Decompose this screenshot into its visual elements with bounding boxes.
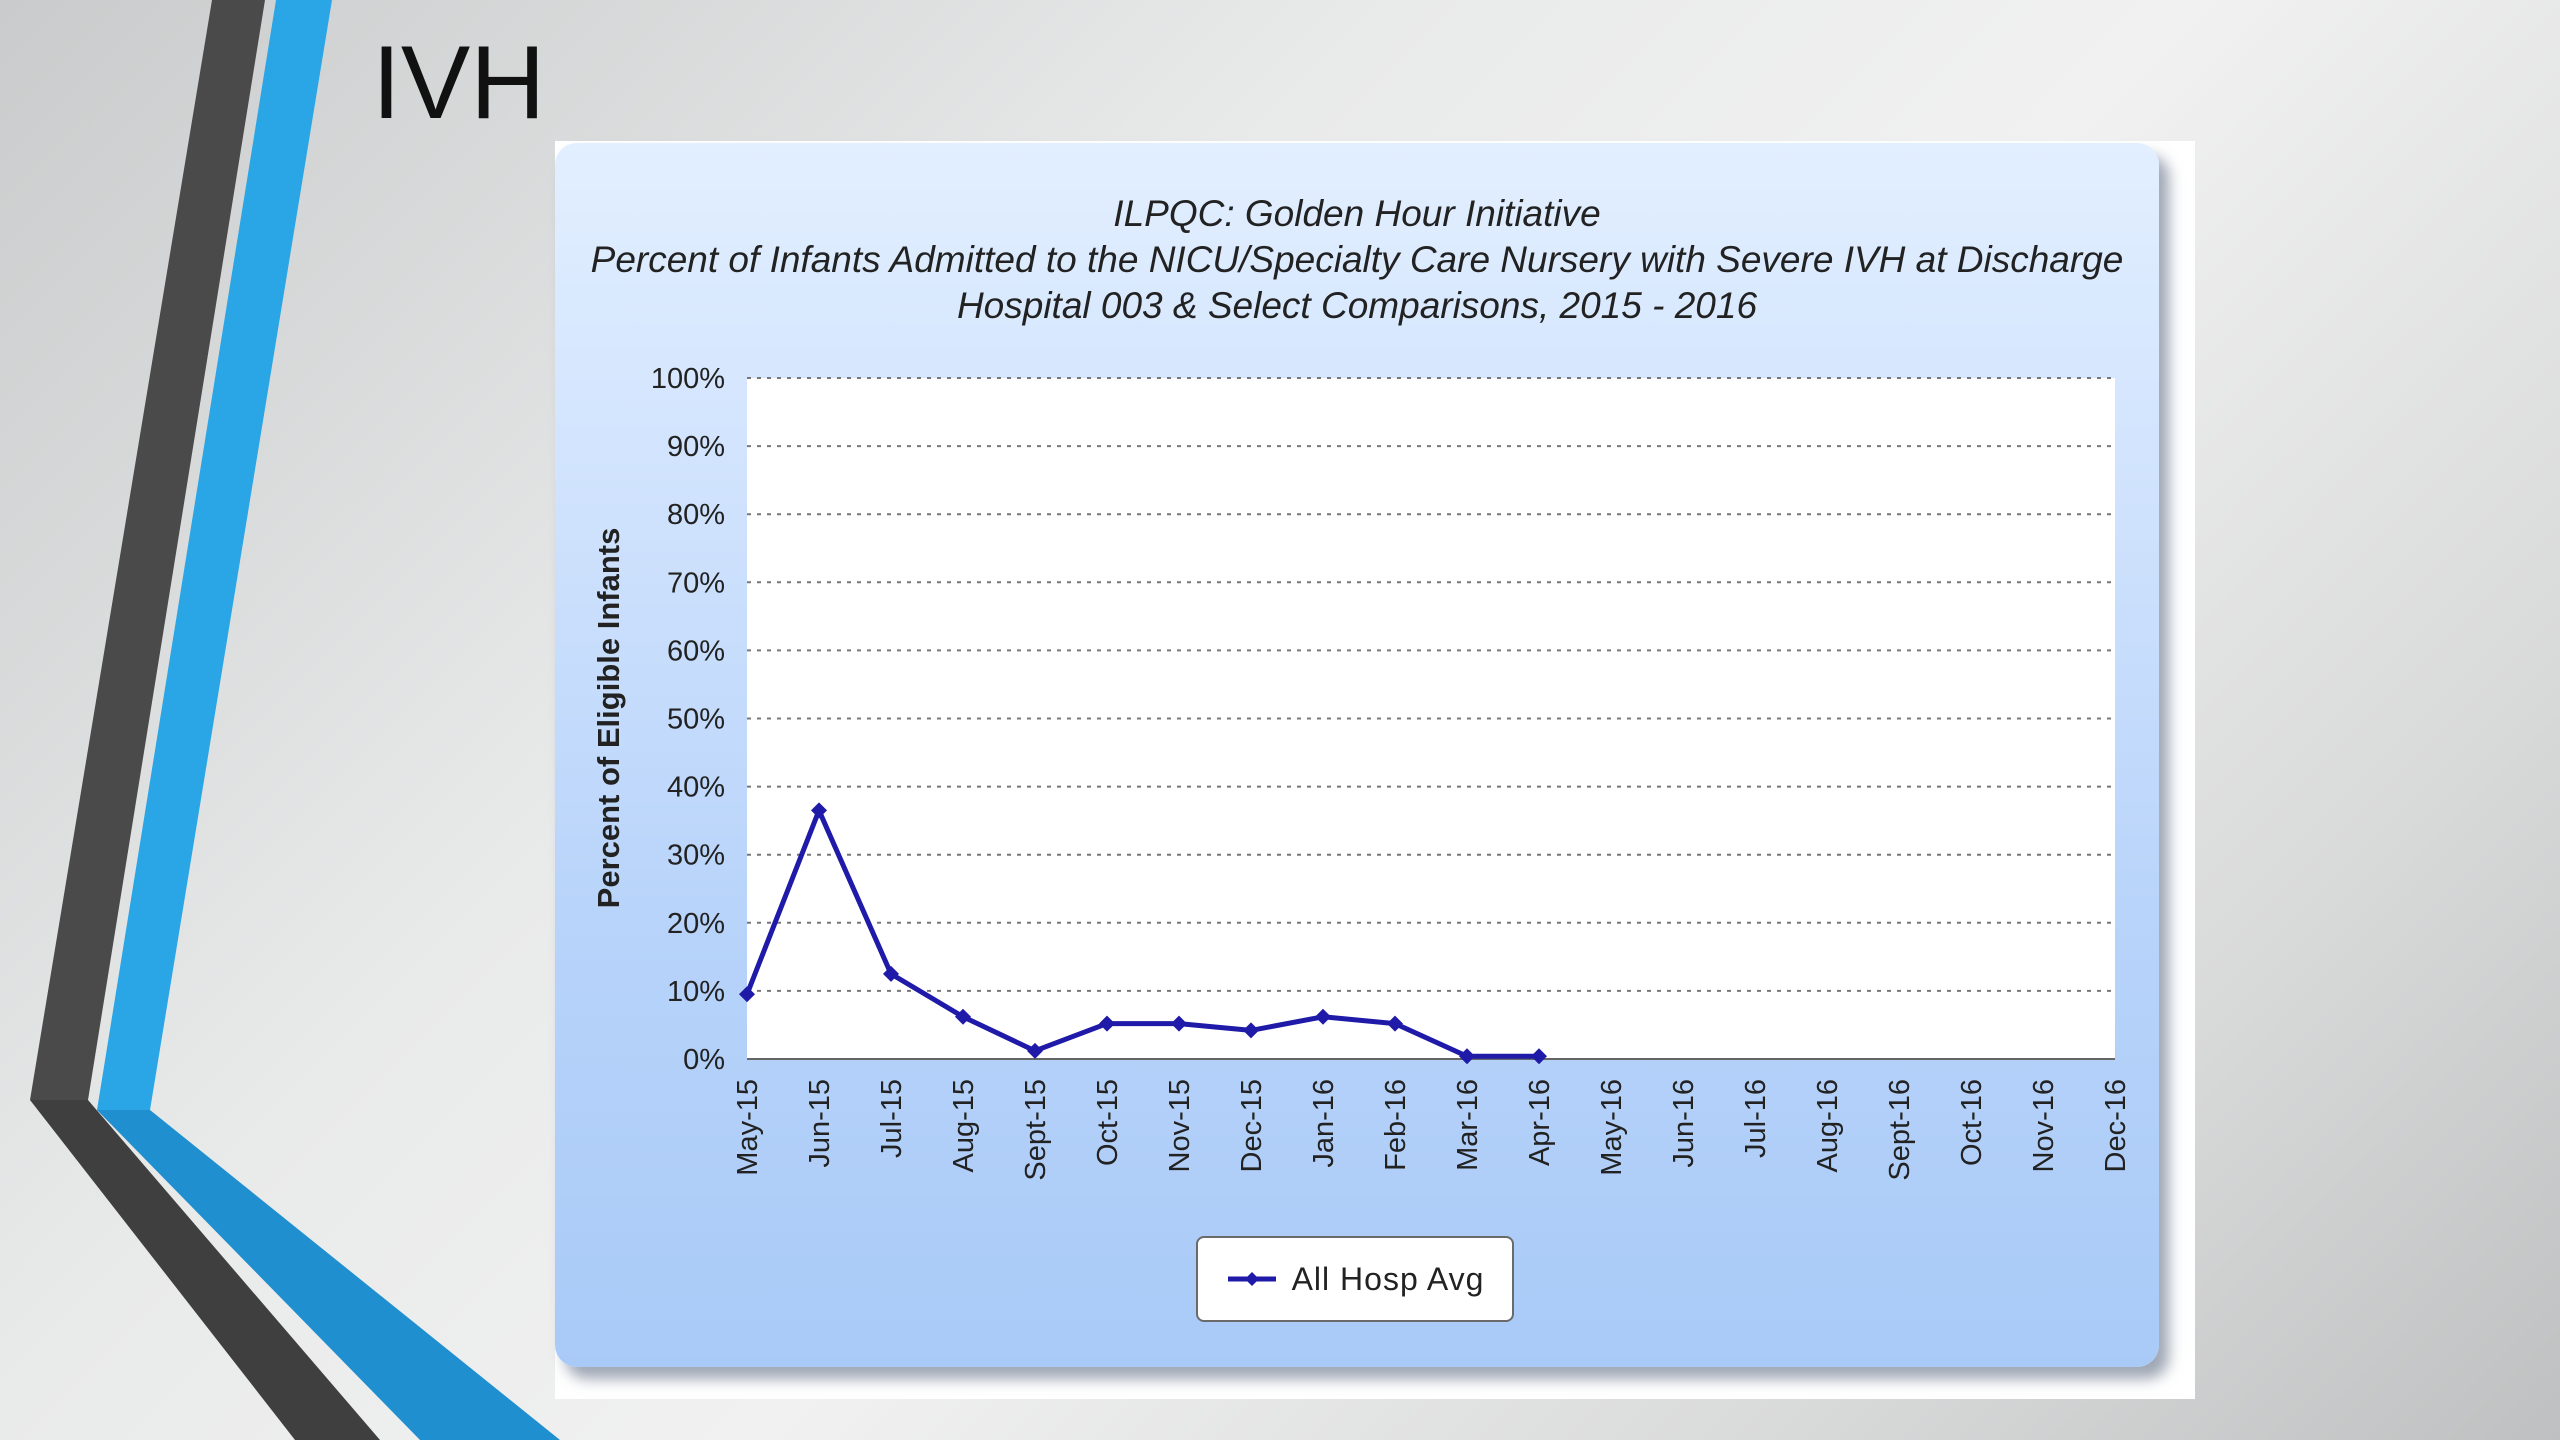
x-tick-label: Nov-16 — [2028, 1079, 2060, 1173]
chart-panel: ILPQC: Golden Hour Initiative Percent of… — [555, 143, 2159, 1367]
x-tick-label: Apr-16 — [1524, 1079, 1556, 1166]
x-tick-label: Feb-16 — [1380, 1079, 1412, 1171]
y-tick-label: 40% — [667, 772, 725, 804]
slide-title: IVH — [372, 25, 546, 141]
legend-line-marker-icon — [1227, 1272, 1276, 1286]
deco-dark-band — [30, 0, 265, 1100]
chart-subtitle-2: Hospital 003 & Select Comparisons, 2015 … — [956, 285, 1758, 326]
y-tick-label: 60% — [667, 635, 725, 667]
x-tick-label: Jun-16 — [1668, 1079, 1700, 1168]
y-tick-label: 90% — [667, 431, 725, 463]
chart-frame: ILPQC: Golden Hour Initiative Percent of… — [555, 141, 2195, 1399]
line-chart: 0% 10% 20% 30% 40% 50% 60% 70% 80% 90% 100% May-15… — [591, 363, 2132, 1181]
y-tick-label: 50% — [667, 704, 725, 736]
x-tick-labels: May-15 Jun-15 Jul-15 Aug-15 Sept-15 Oct-15 Nov… — [732, 1079, 2132, 1181]
x-tick-label: Jul-16 — [1740, 1079, 1772, 1158]
x-tick-label: May-15 — [732, 1079, 764, 1176]
y-tick-label: 80% — [667, 499, 725, 531]
data-point — [1531, 1048, 1547, 1065]
y-tick-label: 0% — [683, 1044, 725, 1076]
x-tick-label: Nov-15 — [1164, 1079, 1196, 1173]
deco-dark-diagonal — [30, 1100, 380, 1440]
chart-title: ILPQC: Golden Hour Initiative — [1113, 193, 1601, 234]
x-tick-label: Oct-15 — [1092, 1079, 1124, 1166]
x-tick-label: Sept-15 — [1020, 1079, 1052, 1181]
data-point — [811, 802, 827, 819]
data-point — [1027, 1042, 1043, 1059]
x-tick-label: May-16 — [1596, 1079, 1628, 1176]
x-tick-label: Jun-15 — [804, 1079, 836, 1168]
data-point — [1459, 1048, 1475, 1065]
legend-item-label: All Hosp Avg — [1291, 1260, 1485, 1297]
x-tick-label: Dec-15 — [1236, 1079, 1268, 1173]
series-line — [744, 807, 1539, 1059]
y-tick-labels: 0% 10% 20% 30% 40% 50% 60% 70% 80% 90% 100% — [651, 363, 725, 1076]
data-point — [1099, 1015, 1115, 1032]
data-point — [739, 986, 755, 1003]
chart-subtitle: Percent of Infants Admitted to the NICU/… — [590, 239, 2124, 280]
data-point — [1387, 1015, 1403, 1032]
deco-blue-diagonal — [97, 1110, 560, 1440]
x-tick-label: Mar-16 — [1452, 1079, 1484, 1171]
x-tick-label: Oct-16 — [1956, 1079, 1988, 1166]
x-tick-label: Jan-16 — [1308, 1079, 1340, 1168]
x-tick-label: Sept-16 — [1884, 1079, 1916, 1181]
data-point — [955, 1008, 971, 1025]
x-tick-label: Aug-16 — [1812, 1079, 1844, 1173]
data-point — [883, 965, 899, 982]
x-tick-label: Aug-15 — [948, 1079, 980, 1173]
data-point — [1171, 1015, 1187, 1032]
y-tick-label: 100% — [651, 363, 725, 395]
x-tick-label: Dec-16 — [2100, 1079, 2132, 1173]
y-tick-label: 30% — [667, 840, 725, 872]
y-tick-label: 70% — [667, 567, 725, 599]
x-tick-label: Jul-15 — [876, 1079, 908, 1158]
deco-blue-band — [97, 0, 332, 1110]
y-tick-label: 10% — [667, 976, 725, 1008]
y-axis-label: Percent of Eligible Infants — [591, 528, 626, 909]
y-tick-label: 20% — [667, 908, 725, 940]
series-layer — [739, 802, 1547, 1065]
grid-layer — [747, 377, 2115, 1060]
legend: All Hosp Avg — [1196, 1236, 1514, 1322]
data-point — [1315, 1008, 1331, 1025]
